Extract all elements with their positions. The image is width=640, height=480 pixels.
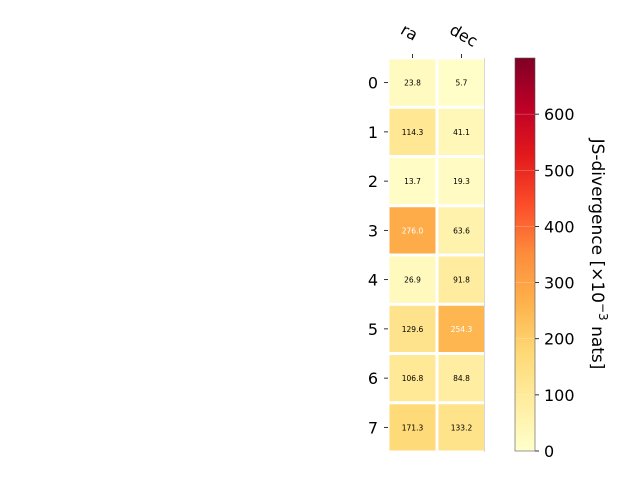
heatmap-cell <box>438 59 485 106</box>
colorbar: 0 100 200 300 400 500 600 <box>514 57 575 461</box>
column-axis: ra dec <box>398 20 481 58</box>
cell-value-label: 13.7 <box>404 177 421 186</box>
cell-value-label: 133.2 <box>451 423 473 432</box>
heatmap-cell <box>438 404 485 451</box>
heatmap-cell <box>438 108 485 155</box>
cell-value-label: 114.3 <box>402 128 424 137</box>
row-label: 6 <box>368 369 378 388</box>
row-label: 4 <box>368 271 378 290</box>
row-label: 7 <box>368 418 378 437</box>
cell-value-label: 84.8 <box>453 374 470 383</box>
heatmap-cell <box>389 207 436 254</box>
row-label: 5 <box>368 320 378 339</box>
column-label: ra <box>398 20 422 45</box>
cell-value-label: 41.1 <box>453 128 470 137</box>
cell-value-label: 106.8 <box>402 374 424 383</box>
colorbar-label-tail: nats] <box>587 321 607 370</box>
row-label: 1 <box>368 123 378 142</box>
colorbar-tick-label: 300 <box>544 274 575 293</box>
heatmap-cell <box>438 207 485 254</box>
cell-value-label: 23.8 <box>404 79 421 88</box>
colorbar-label-exponent: −3 <box>596 303 610 321</box>
colorbar-label: JS-divergence [×10−3 nats] <box>587 138 610 370</box>
heatmap-cell <box>389 59 436 106</box>
row-label: 0 <box>368 74 378 93</box>
cell-value-label: 91.8 <box>453 276 470 285</box>
cell-value-label: 276.0 <box>402 226 424 235</box>
heatmap-cells <box>389 58 485 452</box>
row-label: 3 <box>368 221 378 240</box>
heatmap-cell <box>438 158 485 205</box>
heatmap-cell <box>438 305 485 352</box>
heatmap-cell <box>389 256 436 303</box>
cell-value-label: 171.3 <box>402 423 424 432</box>
row-axis: 0 1 2 3 4 5 6 7 <box>368 74 388 437</box>
colorbar-tick-label: 600 <box>544 105 575 124</box>
colorbar-tick-label: 100 <box>544 386 575 405</box>
colorbar-tick-label: 400 <box>544 217 575 236</box>
colorbar-gradient <box>515 58 535 451</box>
cell-value-label: 5.7 <box>456 79 468 88</box>
cell-value-label: 26.9 <box>404 276 421 285</box>
heatmap-cell <box>389 108 436 155</box>
colorbar-tick-label: 500 <box>544 161 575 180</box>
cell-value-labels: 23.8 5.7 114.3 41.1 13.7 19.3 276.0 63.6 26.9 91.… <box>402 79 473 433</box>
colorbar-tick-label: 200 <box>544 330 575 349</box>
heatmap-cell <box>438 355 485 402</box>
heatmap-cell <box>389 355 436 402</box>
heatmap-cell <box>389 404 436 451</box>
heatmap-cell <box>389 305 436 352</box>
colorbar-label-main: JS-divergence [×10 <box>587 138 607 303</box>
column-label: dec <box>447 20 481 51</box>
cell-value-label: 19.3 <box>453 177 470 186</box>
colorbar-frame <box>514 57 536 452</box>
colorbar-tick-label: 0 <box>544 442 554 461</box>
cell-value-label: 129.6 <box>402 325 424 334</box>
heatmap-cell <box>389 158 436 205</box>
row-label: 2 <box>368 172 378 191</box>
cell-value-label: 254.3 <box>451 325 473 334</box>
heatmap-cell <box>438 256 485 303</box>
cell-value-label: 63.6 <box>453 226 470 235</box>
